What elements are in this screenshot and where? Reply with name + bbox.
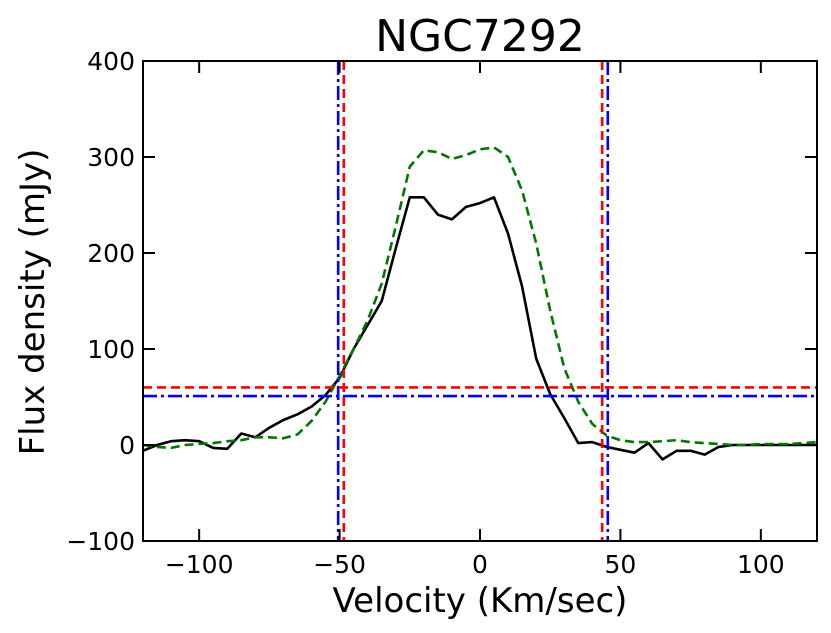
series-line-observed <box>143 196 817 461</box>
x-tick-label: 100 <box>737 550 785 579</box>
plot-frame <box>142 60 818 542</box>
x-axis-title: Velocity (Km/sec) <box>333 581 628 621</box>
x-tick-label: 0 <box>472 550 488 579</box>
y-tick-label: 0 <box>119 431 135 460</box>
y-tick-label: −100 <box>66 527 135 556</box>
chart-title: NGC7292 <box>375 11 585 62</box>
y-tick-label: 200 <box>87 239 135 268</box>
plot-clip-group <box>143 61 817 541</box>
series-line-model <box>143 146 817 450</box>
y-tick-label: 400 <box>87 47 135 76</box>
y-axis-title: Flux density (mJy) <box>13 149 53 456</box>
x-tick-label: −100 <box>165 550 234 579</box>
x-tick-label: 50 <box>605 550 637 579</box>
plot-area <box>143 61 817 541</box>
axis-ticks: −100 −50 0 50 100 −100 0 100 200 300 400 <box>66 47 817 579</box>
y-tick-label: 300 <box>87 143 135 172</box>
x-tick-label: −50 <box>313 550 366 579</box>
y-tick-label: 100 <box>87 335 135 364</box>
